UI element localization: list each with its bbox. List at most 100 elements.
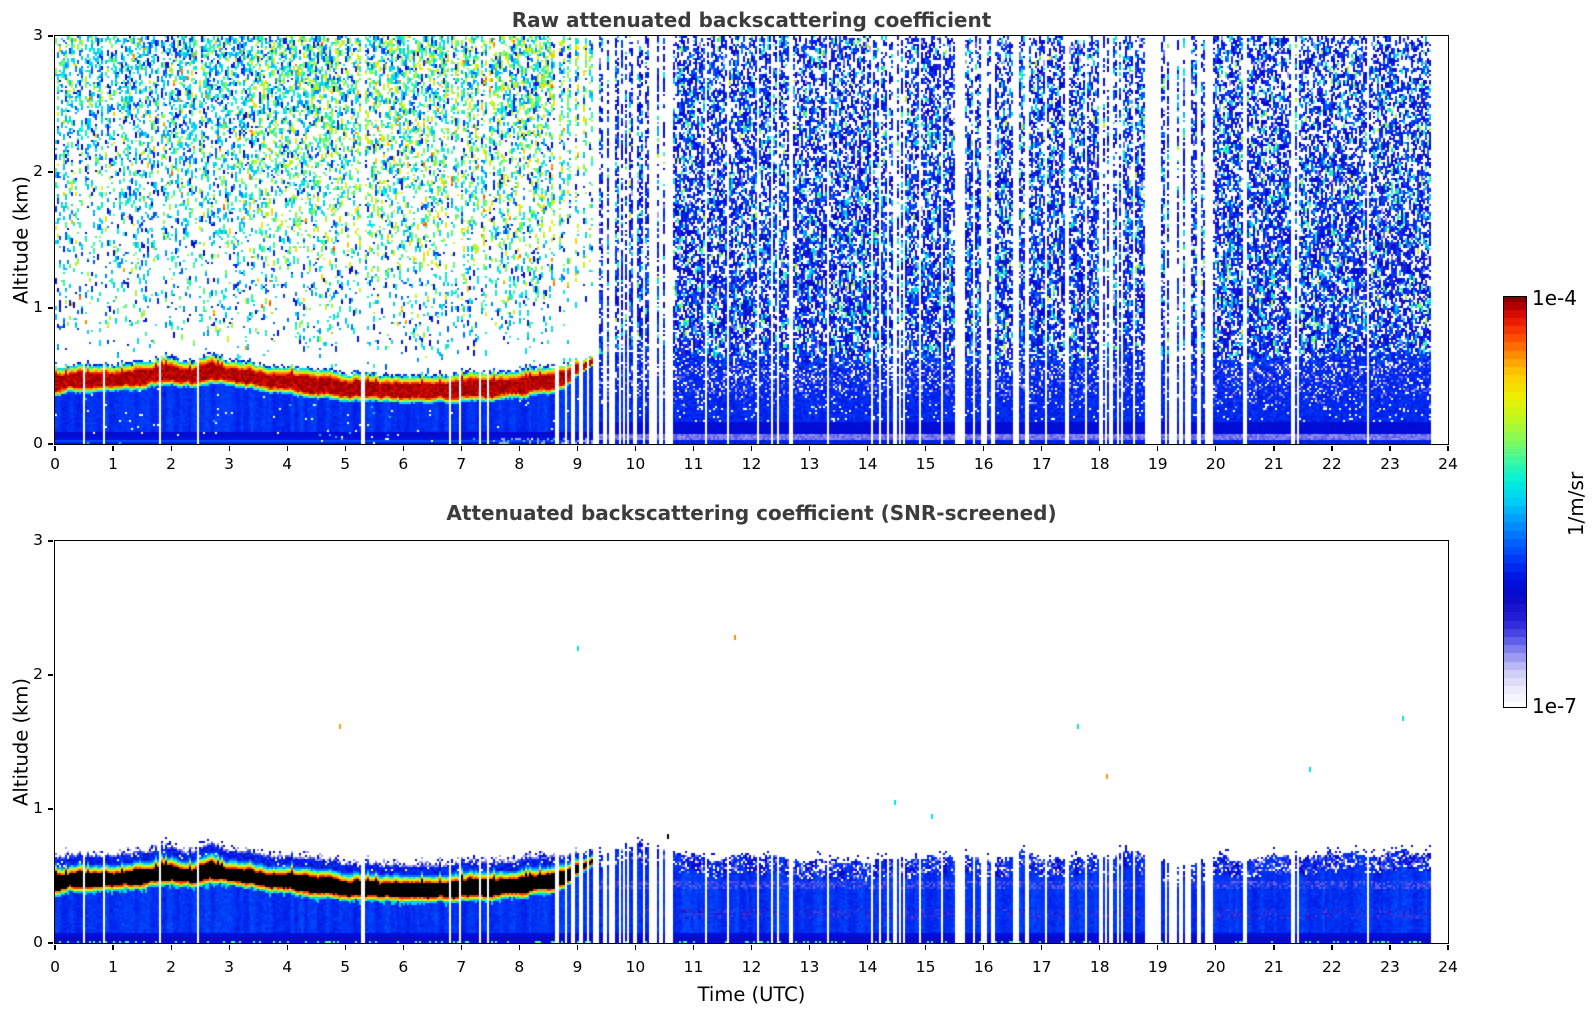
x-tick-label: 2 [166, 958, 177, 976]
time-axis-label: Time (UTC) [697, 983, 806, 1006]
screened-panel-title: Attenuated backscattering coefficient (S… [446, 501, 1057, 525]
y-tick-mark [48, 443, 54, 445]
screened-backscatter-heatmap [54, 540, 1449, 944]
screened-y-axis-label: Altitude (km) [9, 678, 33, 806]
x-tick-label: 16 [973, 958, 994, 976]
x-tick-mark [170, 445, 172, 451]
x-tick-label: 8 [514, 958, 525, 976]
x-tick-label: 10 [625, 958, 646, 976]
y-tick-label: 0 [33, 933, 43, 951]
x-tick-label: 15 [915, 958, 936, 976]
x-tick-mark [808, 944, 811, 950]
x-tick-label: 11 [683, 958, 704, 976]
x-tick-label: 11 [683, 455, 704, 473]
x-tick-mark [692, 445, 695, 451]
y-tick-mark [48, 942, 54, 944]
x-tick-mark [576, 944, 579, 950]
x-tick-label: 3 [224, 958, 235, 976]
x-tick-mark [1099, 944, 1101, 950]
x-tick-mark [1215, 944, 1217, 950]
raw-panel-title: Raw attenuated backscattering coefficien… [511, 8, 992, 32]
x-tick-label: 18 [1089, 958, 1110, 976]
x-tick-mark [692, 944, 695, 950]
y-tick-label: 3 [33, 531, 43, 549]
x-tick-mark [983, 445, 985, 451]
x-tick-label: 16 [973, 455, 994, 473]
x-tick-label: 21 [1264, 455, 1284, 473]
y-tick-label: 0 [33, 434, 43, 452]
x-tick-label: 7 [456, 455, 467, 473]
x-tick-label: 4 [282, 455, 293, 473]
x-tick-label: 13 [799, 455, 820, 473]
x-tick-mark [925, 944, 927, 950]
x-tick-label: 13 [799, 958, 820, 976]
x-tick-label: 14 [857, 958, 878, 976]
x-tick-mark [460, 944, 462, 950]
x-tick-mark [925, 445, 927, 451]
x-tick-mark [402, 445, 404, 451]
x-tick-label: 5 [340, 455, 351, 473]
x-tick-label: 20 [1205, 455, 1226, 473]
colorbar-min-label: 1e-7 [1532, 694, 1577, 718]
x-tick-mark [286, 445, 288, 451]
x-tick-label: 0 [50, 958, 60, 976]
colorbar-gradient [1503, 296, 1527, 708]
x-tick-mark [228, 944, 230, 950]
x-tick-label: 23 [1380, 455, 1400, 473]
raw-y-axis-label: Altitude (km) [9, 176, 33, 304]
x-tick-mark [1389, 944, 1391, 950]
x-tick-mark [1331, 445, 1333, 451]
y-tick-label: 2 [33, 665, 43, 683]
x-tick-mark [1215, 445, 1217, 451]
x-tick-mark [1447, 944, 1449, 950]
y-tick-mark [48, 171, 54, 173]
x-tick-label: 12 [741, 958, 762, 976]
x-tick-label: 19 [1147, 958, 1168, 976]
x-tick-mark [634, 445, 637, 451]
y-tick-label: 3 [33, 26, 43, 44]
x-tick-mark [518, 944, 520, 950]
x-tick-mark [54, 944, 56, 950]
x-tick-mark [867, 944, 869, 950]
x-tick-label: 7 [456, 958, 467, 976]
x-tick-label: 8 [514, 455, 525, 473]
x-tick-mark [518, 445, 520, 451]
x-tick-mark [867, 445, 869, 451]
x-tick-mark [460, 445, 462, 451]
x-tick-mark [576, 445, 579, 451]
colorbar-units-label: 1/m/sr [1564, 471, 1588, 537]
x-tick-label: 23 [1380, 958, 1400, 976]
x-tick-mark [286, 944, 288, 950]
x-tick-mark [1273, 944, 1275, 950]
x-tick-label: 20 [1205, 958, 1226, 976]
x-tick-label: 17 [1031, 958, 1052, 976]
x-tick-label: 15 [915, 455, 936, 473]
x-tick-mark [1447, 445, 1449, 451]
x-tick-label: 14 [857, 455, 878, 473]
y-tick-mark [48, 35, 54, 37]
y-tick-mark [48, 808, 54, 810]
x-tick-mark [1273, 445, 1275, 451]
colorbar-max-label: 1e-4 [1532, 286, 1577, 310]
x-tick-label: 5 [340, 958, 351, 976]
y-tick-mark [48, 674, 54, 676]
x-tick-mark [808, 445, 811, 451]
x-tick-mark [112, 445, 114, 451]
x-tick-mark [1041, 445, 1043, 451]
x-tick-label: 19 [1147, 455, 1168, 473]
x-tick-mark [1157, 944, 1159, 950]
x-tick-label: 3 [224, 455, 235, 473]
x-tick-mark [170, 944, 172, 950]
x-tick-label: 17 [1031, 455, 1052, 473]
x-tick-mark [402, 944, 404, 950]
x-tick-mark [750, 445, 753, 451]
x-tick-label: 9 [572, 958, 583, 976]
x-tick-label: 24 [1438, 455, 1458, 473]
y-tick-label: 1 [33, 298, 43, 316]
x-tick-mark [344, 445, 346, 451]
x-tick-mark [750, 944, 753, 950]
y-tick-mark [48, 540, 54, 542]
raw-backscatter-heatmap [54, 35, 1449, 445]
x-tick-mark [1041, 944, 1043, 950]
